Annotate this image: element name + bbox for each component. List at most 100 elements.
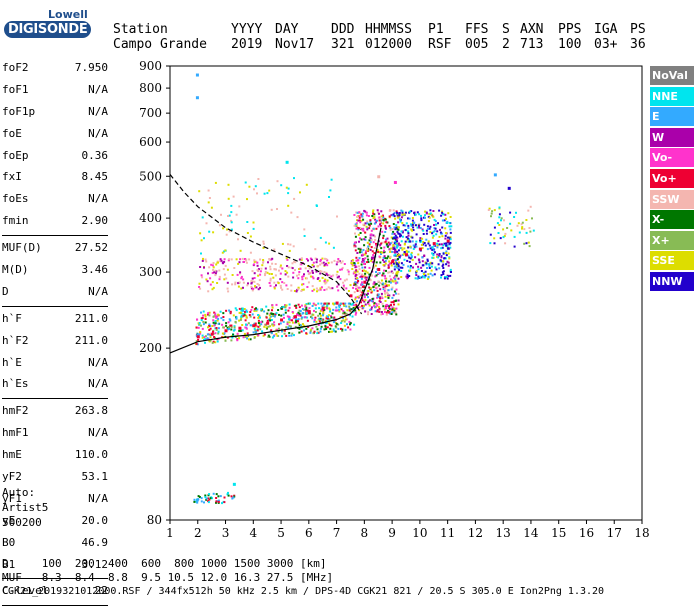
data-point: [392, 223, 395, 225]
data-point: [277, 282, 280, 284]
data-point: [425, 229, 428, 232]
y-tick-label: 600: [139, 135, 162, 149]
data-point: [420, 243, 423, 246]
data-point: [197, 326, 200, 329]
data-point: [320, 302, 323, 305]
data-point: [431, 274, 434, 277]
data-point: [236, 273, 239, 276]
data-point: [258, 324, 261, 327]
data-point: [379, 282, 382, 284]
data-point: [198, 333, 201, 336]
data-point: [253, 280, 256, 283]
data-point: [195, 340, 198, 343]
data-point: [333, 330, 336, 332]
data-point: [397, 258, 399, 260]
data-point: [214, 312, 217, 315]
header-value-7: 2: [502, 37, 510, 52]
data-point: [377, 280, 380, 283]
data-point: [343, 279, 346, 282]
data-point: [364, 299, 367, 302]
data-point: [208, 323, 211, 326]
data-point: [211, 281, 214, 284]
data-point: [226, 268, 229, 271]
data-point: [363, 293, 366, 296]
data-point: [449, 238, 452, 241]
data-point: [516, 224, 519, 227]
data-point: [323, 308, 326, 311]
data-point: [434, 220, 437, 223]
data-point: [212, 321, 215, 324]
data-point: [243, 260, 245, 263]
data-point: [375, 244, 378, 247]
data-point: [493, 242, 496, 245]
data-point: [417, 253, 420, 256]
param-row: foEp 0.36: [2, 146, 108, 168]
data-point: [355, 256, 358, 259]
data-point: [214, 320, 217, 323]
data-point: [301, 275, 304, 278]
param-value: 20.0: [81, 513, 109, 527]
data-point: [364, 310, 367, 313]
data-point: [369, 220, 372, 223]
data-point: [498, 213, 501, 216]
data-point: [382, 286, 385, 289]
param-value: 22: [94, 584, 108, 598]
data-point: [224, 264, 227, 267]
data-point: [274, 274, 277, 277]
data-point: [400, 230, 403, 233]
trace-point: [418, 247, 422, 251]
param-divider: [2, 605, 108, 607]
param-row: yF2 53.1: [2, 467, 108, 489]
data-point: [286, 321, 289, 324]
data-point: [347, 302, 350, 305]
data-point: [323, 289, 326, 291]
data-point: [393, 311, 396, 314]
data-point: [242, 309, 245, 312]
data-point: [424, 270, 427, 273]
data-point: [325, 316, 328, 319]
header-value-5: RSF: [428, 37, 452, 52]
data-point: [215, 497, 218, 499]
data-point: [279, 266, 282, 269]
param-row: yE 20.0: [2, 511, 108, 533]
data-point: [305, 277, 308, 280]
data-point: [280, 314, 283, 317]
data-point: [390, 214, 393, 217]
data-point: [358, 240, 360, 243]
data-point: [257, 319, 260, 322]
data-point: [449, 274, 452, 277]
data-point: [380, 279, 383, 282]
data-point: [307, 325, 310, 328]
data-point: [422, 243, 425, 246]
data-point: [227, 491, 229, 494]
data-point: [378, 255, 381, 258]
data-point: [197, 322, 200, 325]
data-point: [385, 307, 388, 310]
data-point: [426, 228, 429, 230]
data-point: [325, 273, 328, 276]
data-point: [385, 311, 388, 314]
data-point: [372, 210, 374, 213]
param-row: foEs N/A: [2, 189, 108, 211]
legend-item: W: [650, 127, 694, 147]
data-point: [397, 226, 400, 229]
data-point: [254, 185, 257, 188]
data-point: [379, 221, 382, 224]
data-point: [384, 311, 386, 313]
data-point: [397, 253, 399, 255]
data-point: [389, 242, 392, 245]
data-point: [500, 217, 503, 220]
data-point: [411, 240, 414, 243]
data-point: [204, 313, 207, 316]
data-point: [317, 289, 320, 292]
data-point: [308, 302, 311, 305]
data-point: [281, 267, 284, 270]
data-point: [436, 244, 439, 247]
data-point: [271, 336, 274, 339]
data-point: [383, 308, 386, 311]
data-point: [383, 249, 385, 252]
data-point: [401, 210, 404, 213]
data-point: [442, 213, 445, 216]
data-point: [422, 229, 425, 232]
data-point: [525, 219, 528, 221]
